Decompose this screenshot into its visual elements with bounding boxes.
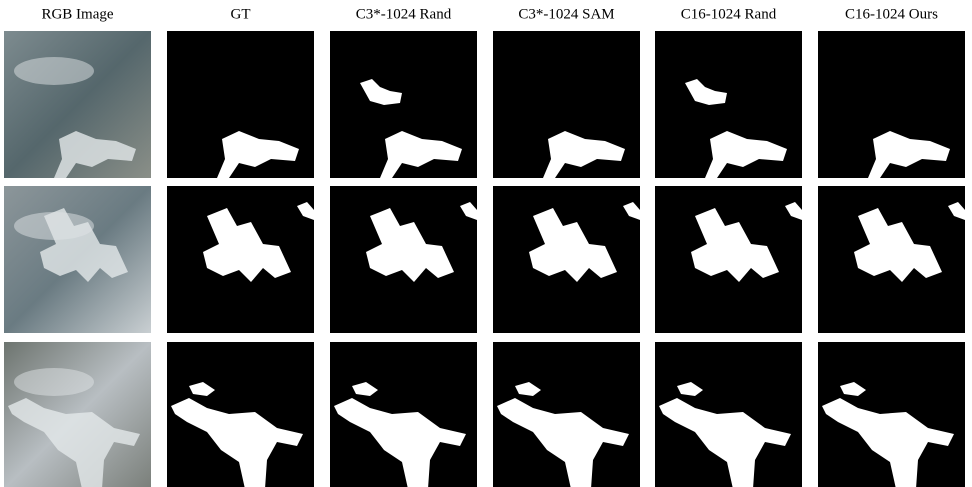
- mask-image: [330, 342, 477, 487]
- column-header: C16-1024 Rand: [681, 6, 777, 22]
- column-header: RGB Image: [41, 6, 113, 22]
- mask-image: [167, 186, 314, 333]
- mask-image: [655, 186, 802, 333]
- column-header: GT: [231, 6, 251, 22]
- mask-image: [818, 186, 965, 333]
- mask-image: [655, 342, 802, 487]
- mask-image: [493, 186, 640, 333]
- mask-image: [330, 186, 477, 333]
- mask-image: [330, 31, 477, 178]
- mask-image: [167, 31, 314, 178]
- rgb-image: [4, 31, 151, 178]
- mask-image: [818, 31, 965, 178]
- cloud: [14, 368, 94, 396]
- rgb-image: [4, 186, 151, 333]
- cloud: [14, 57, 94, 85]
- column-header: C16-1024 Ours: [845, 6, 938, 22]
- mask-image: [655, 31, 802, 178]
- column-header: C3*-1024 Rand: [356, 6, 452, 22]
- rgb-image: [4, 342, 151, 487]
- mask-image: [818, 342, 965, 487]
- mask-image: [493, 31, 640, 178]
- mask-image: [167, 342, 314, 487]
- figure: RGB Image GT C3*-1024 Rand C3*-1024 SAM C16-…: [0, 0, 972, 487]
- cloud: [14, 212, 94, 240]
- mask-image: [493, 342, 640, 487]
- column-header: C3*-1024 SAM: [518, 6, 614, 22]
